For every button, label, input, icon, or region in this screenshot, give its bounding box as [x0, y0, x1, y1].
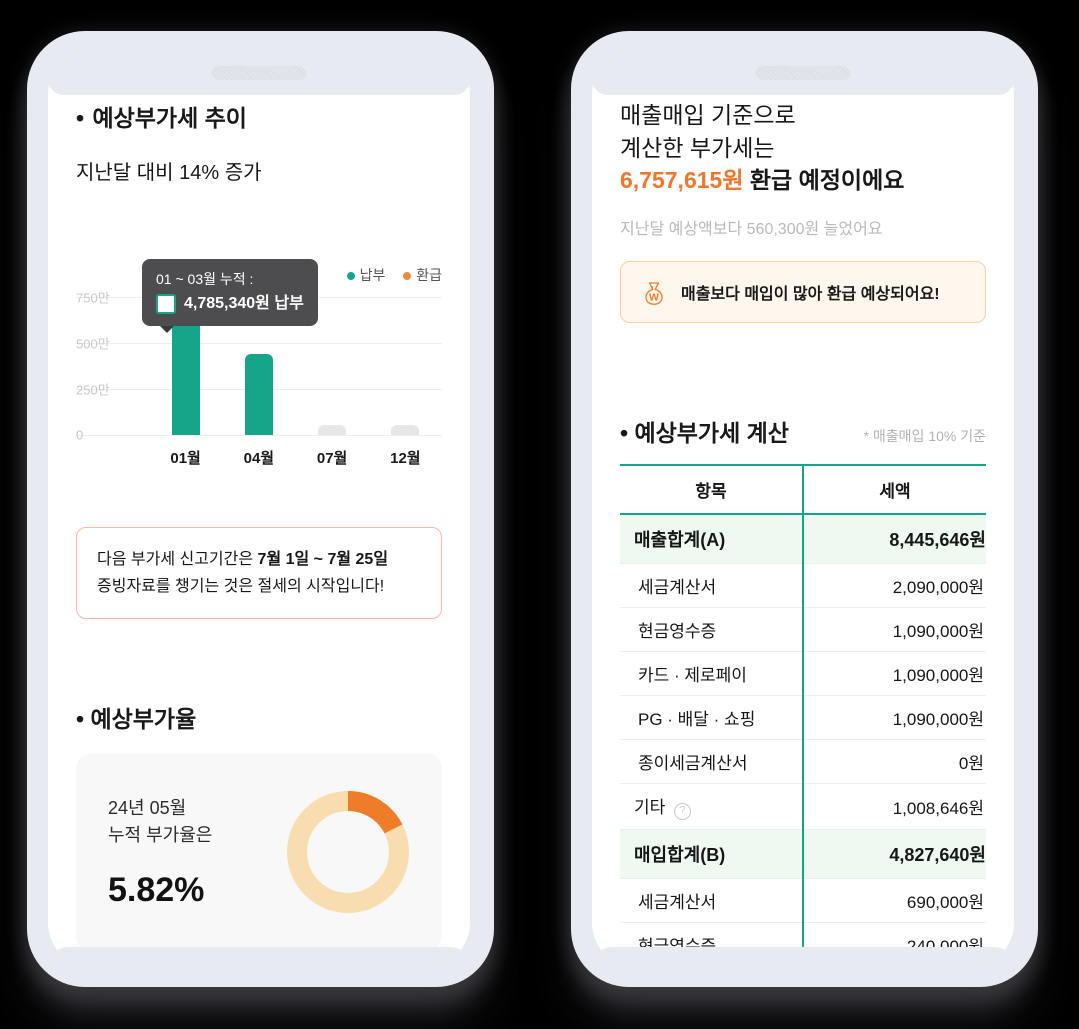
svg-text:W: W	[649, 291, 659, 303]
